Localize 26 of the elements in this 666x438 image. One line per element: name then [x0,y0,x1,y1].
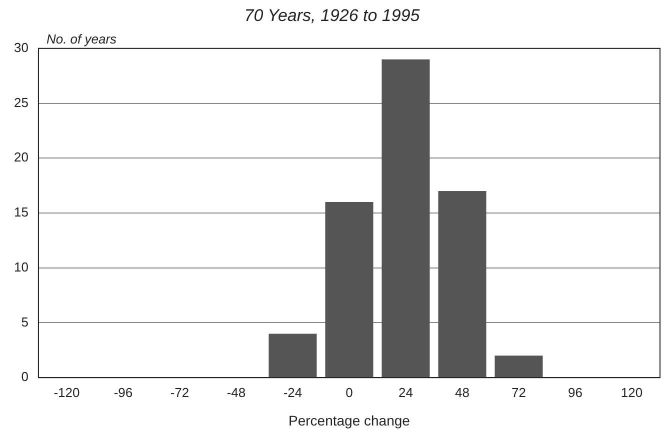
y-tick-label: 30 [14,40,28,55]
x-tick-label: 72 [512,384,526,400]
y-tick-label: 0 [21,369,28,384]
bar [268,334,317,378]
x-tick-label: 0 [346,384,353,400]
y-tick-label: 15 [14,204,28,220]
x-tick-label: 48 [455,384,470,400]
y-axis-title: No. of years [46,32,118,47]
x-tick-label: -72 [170,384,190,400]
x-tick-label: -120 [54,384,80,400]
chart-title: 70 Years, 1926 to 1995 [244,6,420,25]
x-tick-label: 24 [398,384,413,400]
bar [382,59,430,378]
y-tick-label: 5 [21,314,28,330]
x-tick-label: -96 [114,384,133,400]
bar [438,191,486,378]
y-tick-label: 10 [14,259,28,274]
x-axis-title: Percentage change [288,412,410,428]
x-tick-label: 120 [620,384,643,400]
bar [494,356,543,378]
y-tick-label: 25 [14,94,28,110]
bar [325,202,374,378]
x-tick-label: -24 [283,384,302,400]
x-tick-label: 96 [568,384,582,400]
y-tick-label: 20 [14,150,28,165]
x-tick-label: -48 [226,384,246,400]
